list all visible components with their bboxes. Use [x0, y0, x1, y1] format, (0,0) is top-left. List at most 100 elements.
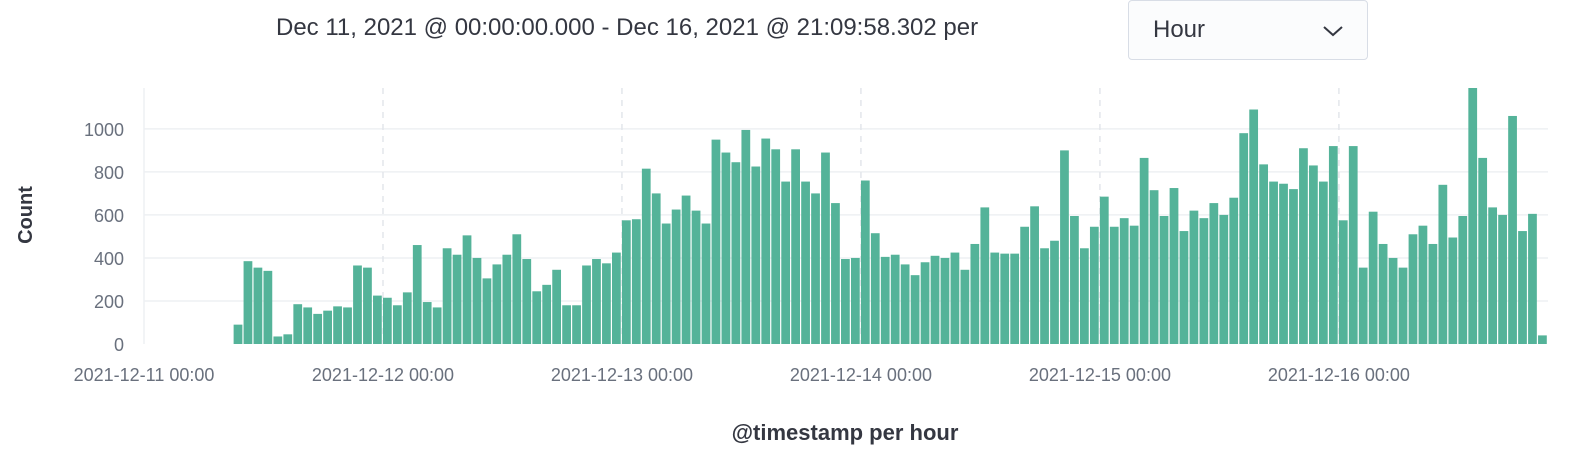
- bar[interactable]: [960, 269, 970, 344]
- bar[interactable]: [1179, 231, 1189, 344]
- bar[interactable]: [1488, 207, 1498, 344]
- bar[interactable]: [313, 313, 323, 344]
- bar[interactable]: [592, 259, 601, 344]
- bar[interactable]: [273, 336, 283, 344]
- bar[interactable]: [1498, 214, 1507, 344]
- bar[interactable]: [373, 295, 382, 344]
- bar[interactable]: [1368, 211, 1378, 344]
- bar[interactable]: [831, 203, 840, 344]
- bar[interactable]: [1398, 267, 1408, 344]
- bar[interactable]: [1328, 146, 1338, 344]
- bar[interactable]: [1050, 240, 1059, 344]
- bar[interactable]: [552, 269, 562, 344]
- bar[interactable]: [860, 180, 870, 344]
- bar[interactable]: [1189, 210, 1199, 344]
- bar[interactable]: [1478, 157, 1488, 344]
- bar[interactable]: [671, 209, 681, 344]
- bar[interactable]: [1169, 188, 1179, 344]
- bar[interactable]: [1538, 335, 1547, 344]
- bar[interactable]: [303, 307, 313, 344]
- bar[interactable]: [1010, 253, 1020, 344]
- bar[interactable]: [721, 152, 731, 344]
- bar[interactable]: [890, 254, 900, 344]
- bar[interactable]: [562, 305, 571, 344]
- bar[interactable]: [1418, 225, 1428, 344]
- bar[interactable]: [1229, 197, 1239, 344]
- bar[interactable]: [781, 181, 791, 344]
- bar[interactable]: [1209, 203, 1219, 344]
- bar[interactable]: [1508, 115, 1517, 344]
- bar[interactable]: [1119, 218, 1129, 344]
- bar[interactable]: [990, 252, 1000, 344]
- bar[interactable]: [761, 138, 771, 344]
- bar[interactable]: [1030, 206, 1039, 344]
- bar[interactable]: [1338, 220, 1348, 344]
- bar[interactable]: [980, 207, 990, 344]
- bar[interactable]: [532, 291, 542, 344]
- bar[interactable]: [422, 302, 432, 344]
- bar[interactable]: [353, 265, 362, 344]
- bar[interactable]: [452, 254, 462, 344]
- bar[interactable]: [243, 261, 253, 344]
- bar[interactable]: [582, 265, 591, 344]
- bar[interactable]: [950, 252, 960, 344]
- bar[interactable]: [432, 307, 442, 344]
- bar[interactable]: [1448, 237, 1458, 344]
- bar[interactable]: [1109, 226, 1119, 344]
- bar[interactable]: [572, 305, 581, 344]
- bar[interactable]: [771, 149, 781, 344]
- bar[interactable]: [661, 223, 671, 344]
- bar[interactable]: [1289, 189, 1298, 344]
- bar[interactable]: [741, 129, 751, 344]
- bar[interactable]: [1318, 181, 1328, 344]
- bar[interactable]: [1070, 216, 1079, 344]
- bar[interactable]: [283, 334, 293, 344]
- bar[interactable]: [1408, 234, 1418, 344]
- bar[interactable]: [870, 233, 880, 344]
- bar[interactable]: [1279, 183, 1288, 344]
- bar[interactable]: [1219, 214, 1229, 344]
- bar[interactable]: [1020, 226, 1030, 344]
- bar[interactable]: [442, 248, 452, 344]
- interval-select[interactable]: Hour: [1128, 0, 1368, 60]
- bar[interactable]: [512, 234, 522, 344]
- bar[interactable]: [970, 243, 980, 344]
- bar[interactable]: [651, 193, 661, 344]
- bar[interactable]: [1239, 133, 1249, 344]
- bar[interactable]: [1249, 109, 1259, 344]
- bar[interactable]: [392, 305, 402, 344]
- bar[interactable]: [253, 267, 263, 344]
- bar[interactable]: [333, 306, 342, 344]
- bar[interactable]: [1358, 267, 1368, 344]
- bar[interactable]: [502, 254, 512, 344]
- bar[interactable]: [1269, 181, 1278, 344]
- bar[interactable]: [1458, 216, 1468, 344]
- bar[interactable]: [1348, 146, 1358, 344]
- bar[interactable]: [1388, 257, 1398, 344]
- bar[interactable]: [791, 149, 800, 344]
- bar[interactable]: [363, 267, 372, 344]
- bar[interactable]: [343, 307, 352, 344]
- bar[interactable]: [691, 210, 701, 344]
- bar[interactable]: [930, 255, 940, 344]
- bar[interactable]: [1518, 231, 1527, 344]
- bar[interactable]: [1468, 88, 1478, 344]
- bar[interactable]: [1149, 190, 1159, 344]
- bar[interactable]: [841, 259, 850, 344]
- bar[interactable]: [1438, 184, 1448, 344]
- bar[interactable]: [711, 139, 721, 344]
- bar[interactable]: [612, 252, 621, 344]
- bar[interactable]: [522, 259, 532, 344]
- bar[interactable]: [731, 162, 741, 344]
- bar[interactable]: [1129, 225, 1139, 344]
- bar[interactable]: [1060, 150, 1069, 344]
- bar[interactable]: [631, 219, 641, 344]
- bar[interactable]: [1199, 218, 1209, 344]
- bar[interactable]: [641, 168, 651, 344]
- bar[interactable]: [263, 270, 273, 344]
- bar[interactable]: [850, 257, 860, 344]
- bar[interactable]: [1309, 165, 1318, 344]
- bar[interactable]: [1159, 216, 1169, 344]
- bar[interactable]: [462, 235, 472, 344]
- bar[interactable]: [1099, 196, 1109, 344]
